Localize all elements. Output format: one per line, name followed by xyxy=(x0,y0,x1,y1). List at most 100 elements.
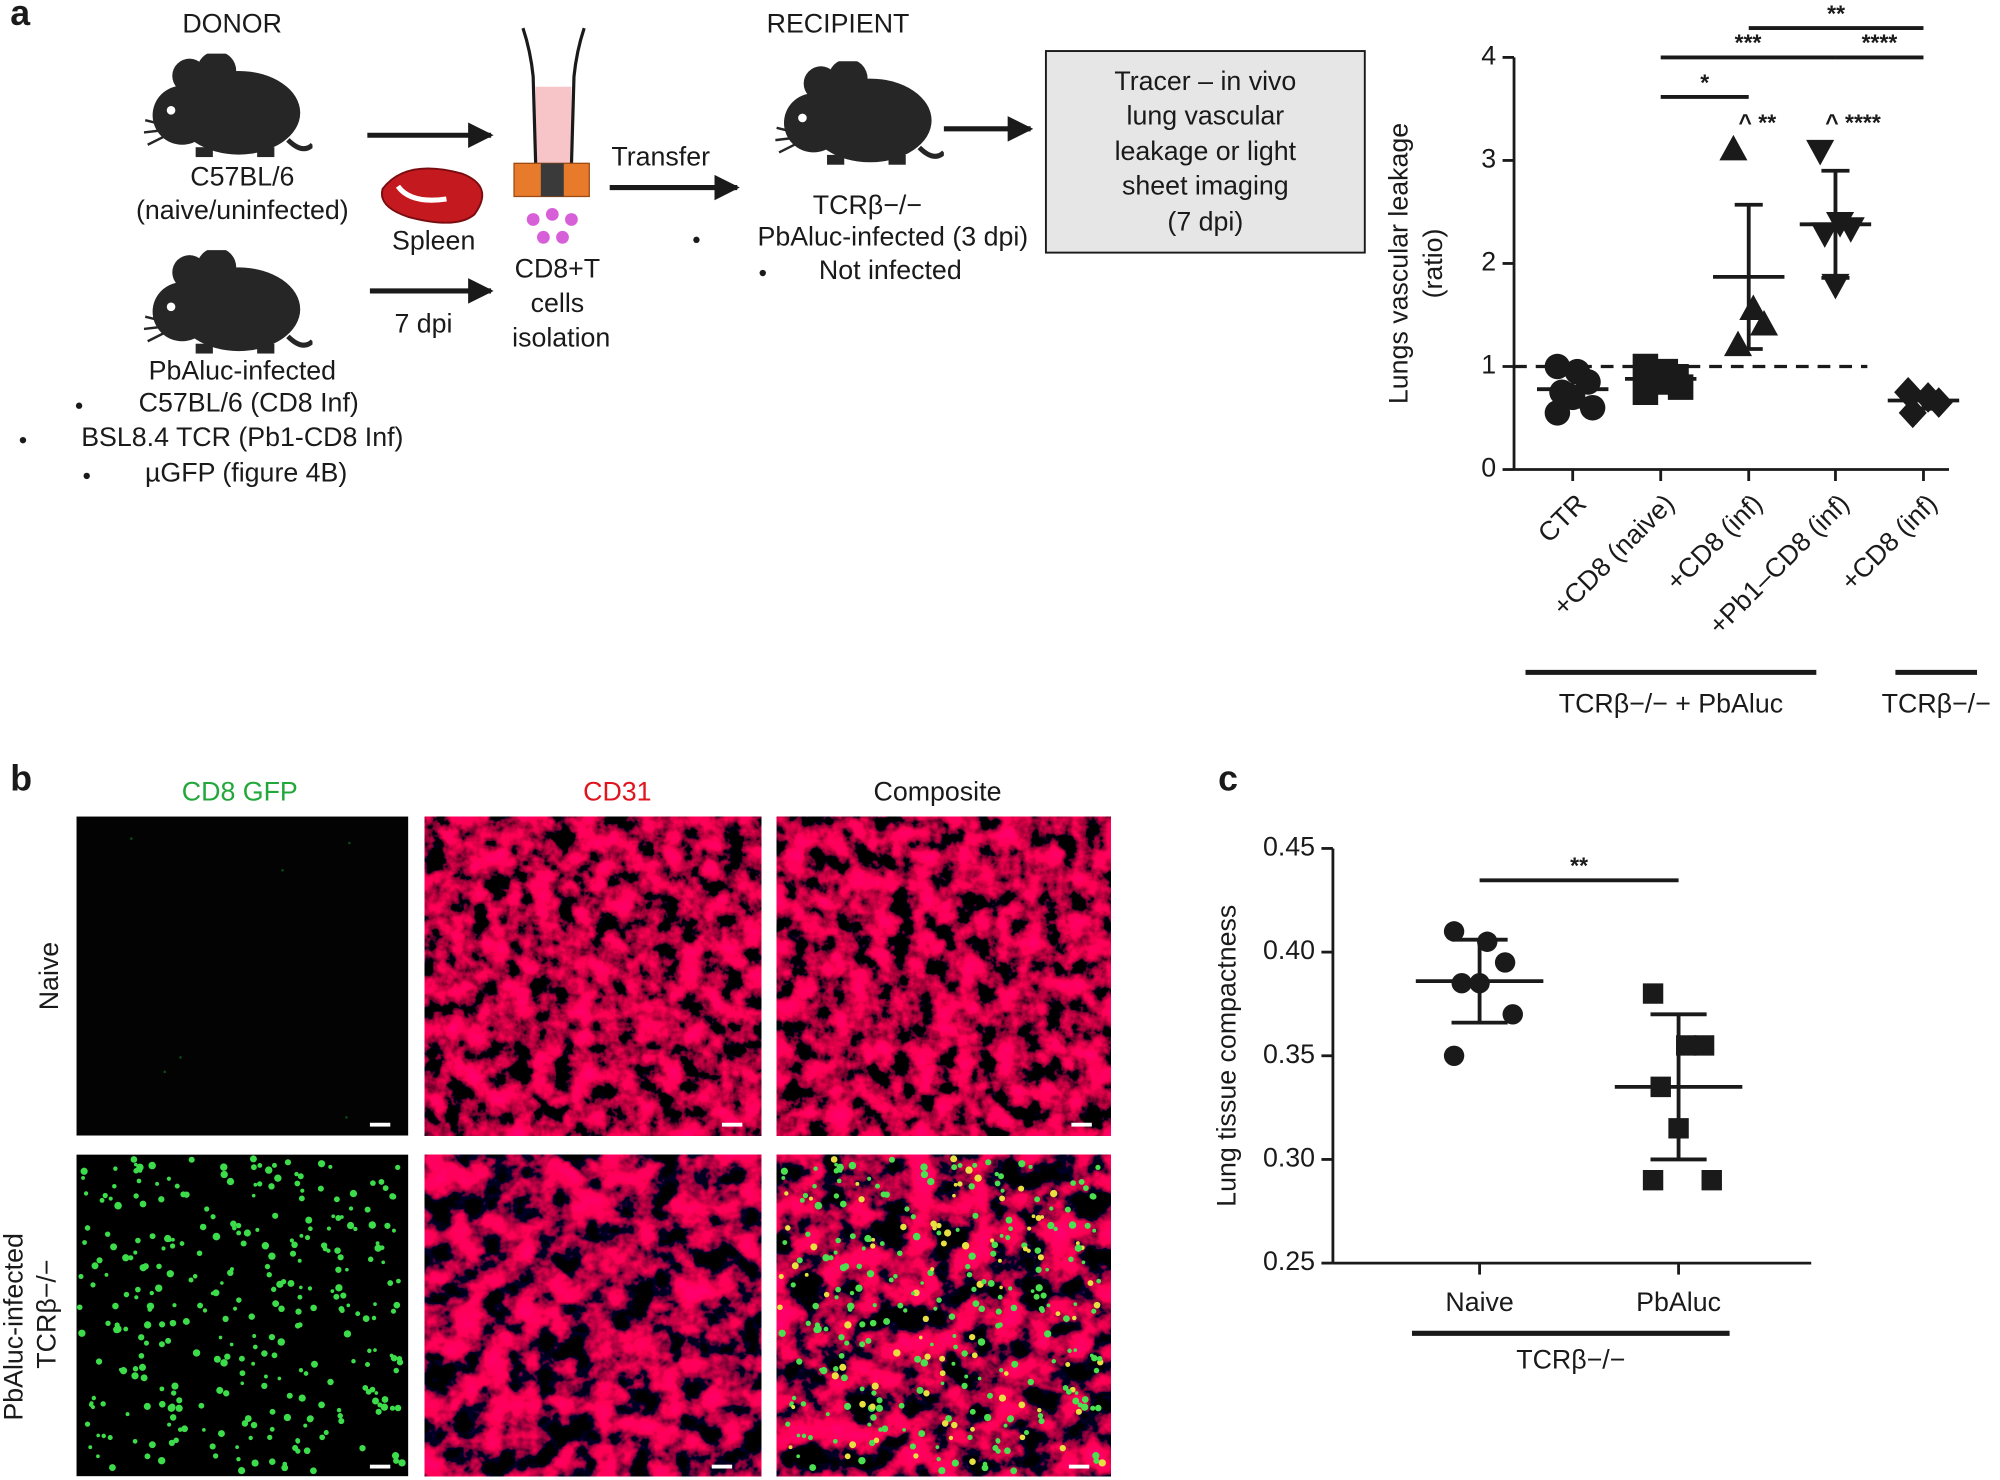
cell-dot xyxy=(920,1359,929,1367)
cell-dot xyxy=(159,1386,165,1392)
cell-dot xyxy=(143,1402,151,1410)
cell-dot xyxy=(223,1390,230,1397)
cell-dot xyxy=(135,1286,141,1293)
significance-label: *** xyxy=(1735,30,1762,56)
cell-dot xyxy=(112,1302,119,1310)
cell-dot xyxy=(864,1234,872,1243)
cell-dot xyxy=(161,1246,166,1251)
cell-dot xyxy=(257,1163,263,1168)
cell-dot xyxy=(1010,1304,1018,1312)
cell-dot xyxy=(339,1215,344,1219)
cell-dot xyxy=(1055,1311,1061,1317)
cell-dot xyxy=(396,1355,403,1362)
panel-label: a xyxy=(10,0,31,33)
strain-label: TCRβ−/− xyxy=(813,190,922,220)
cell-dot xyxy=(994,1180,1001,1187)
cell-dot xyxy=(248,1435,253,1441)
cell-dot xyxy=(971,1352,978,1359)
condition-item: PbAluc-infected (3 dpi) xyxy=(757,222,1028,252)
cell-dot xyxy=(871,1237,876,1242)
data-point xyxy=(1443,921,1465,942)
cell-dot xyxy=(261,1350,268,1357)
cell-dot xyxy=(859,1341,866,1348)
cell-dot xyxy=(138,1334,145,1341)
mouse-icon xyxy=(144,51,313,157)
cell-dot xyxy=(927,1269,934,1277)
cell-dot xyxy=(143,1321,152,1329)
strain-item: BSL8.4 TCR (Pb1-CD8 Inf) xyxy=(81,422,403,452)
cell-dot xyxy=(859,1400,866,1408)
cell-dot xyxy=(961,1350,968,1357)
cell-dot xyxy=(394,1404,402,1412)
cell-dot xyxy=(323,1430,329,1436)
cell-dot xyxy=(266,1271,272,1278)
data-point xyxy=(1642,983,1664,1004)
cell-dot xyxy=(1080,1403,1089,1411)
cell-dot xyxy=(1083,1185,1089,1191)
cell-dot xyxy=(217,1430,225,1438)
cell-dot xyxy=(281,868,284,872)
cell-dot xyxy=(968,1183,975,1190)
cell-dot xyxy=(987,1392,993,1399)
group-label: TCRβ−/− xyxy=(1516,1344,1625,1374)
cell-dot xyxy=(230,1220,237,1228)
tube xyxy=(521,27,586,166)
cell-dot xyxy=(1095,1164,1101,1171)
cell-dot xyxy=(133,1250,138,1255)
cell-dot xyxy=(240,1240,247,1247)
cell-dot xyxy=(1064,1206,1071,1213)
cell-dot xyxy=(91,1262,99,1270)
cell-dot xyxy=(999,1233,1004,1238)
cell-dot xyxy=(932,1225,937,1231)
cell-dot xyxy=(171,1382,179,1390)
cell-dot xyxy=(999,1285,1003,1290)
cell-dot xyxy=(346,1303,351,1308)
cell-dot xyxy=(1022,1246,1028,1252)
cell-dot xyxy=(154,1284,163,1292)
cell-dot xyxy=(202,1308,208,1313)
cell-dot xyxy=(983,1413,992,1422)
cell-dot xyxy=(920,1281,924,1285)
cell-dot xyxy=(381,1260,386,1265)
cell-dot xyxy=(1003,1371,1009,1376)
cell-dot xyxy=(96,1454,100,1459)
cell-dot xyxy=(345,1267,349,1272)
cell-dot xyxy=(328,1164,333,1169)
bullet xyxy=(19,436,27,444)
data-point xyxy=(1750,309,1779,336)
cell-dot xyxy=(940,1381,945,1386)
cell-dot xyxy=(1072,1397,1080,1405)
cell-dot xyxy=(1008,1286,1013,1291)
cell-dot xyxy=(780,1167,789,1175)
cell-dot xyxy=(985,1159,992,1166)
cell-dot xyxy=(156,1263,162,1270)
column-title: CD31 xyxy=(583,777,651,807)
cell-dot xyxy=(1068,1256,1074,1262)
cell-dot xyxy=(338,1417,345,1425)
data-point xyxy=(1810,222,1839,248)
cell-dot xyxy=(807,1435,813,1441)
cell-dot xyxy=(291,1241,298,1249)
cell-dot xyxy=(370,1180,376,1186)
cell-dot xyxy=(844,1321,852,1329)
cell-dot xyxy=(269,1408,276,1415)
cell-dot xyxy=(239,1370,246,1377)
cell-dot xyxy=(902,1428,906,1432)
cell-dot xyxy=(840,1374,848,1382)
cell-dot xyxy=(167,1422,172,1427)
cell-dot xyxy=(802,1192,809,1199)
cell-dot xyxy=(945,1415,952,1423)
cell-dot xyxy=(90,1404,96,1410)
filter-core xyxy=(540,163,564,197)
cell-dot xyxy=(790,1282,796,1288)
cell-dot xyxy=(163,1070,167,1074)
cell-dot xyxy=(269,1426,275,1432)
data-point xyxy=(1477,931,1498,952)
cell-dot xyxy=(997,1294,1003,1300)
cell-dot xyxy=(867,1422,872,1427)
cell-dot xyxy=(883,1317,891,1325)
cell-dot xyxy=(327,1378,334,1386)
cell-dot xyxy=(374,1244,382,1252)
cell-dot xyxy=(1037,1254,1044,1261)
